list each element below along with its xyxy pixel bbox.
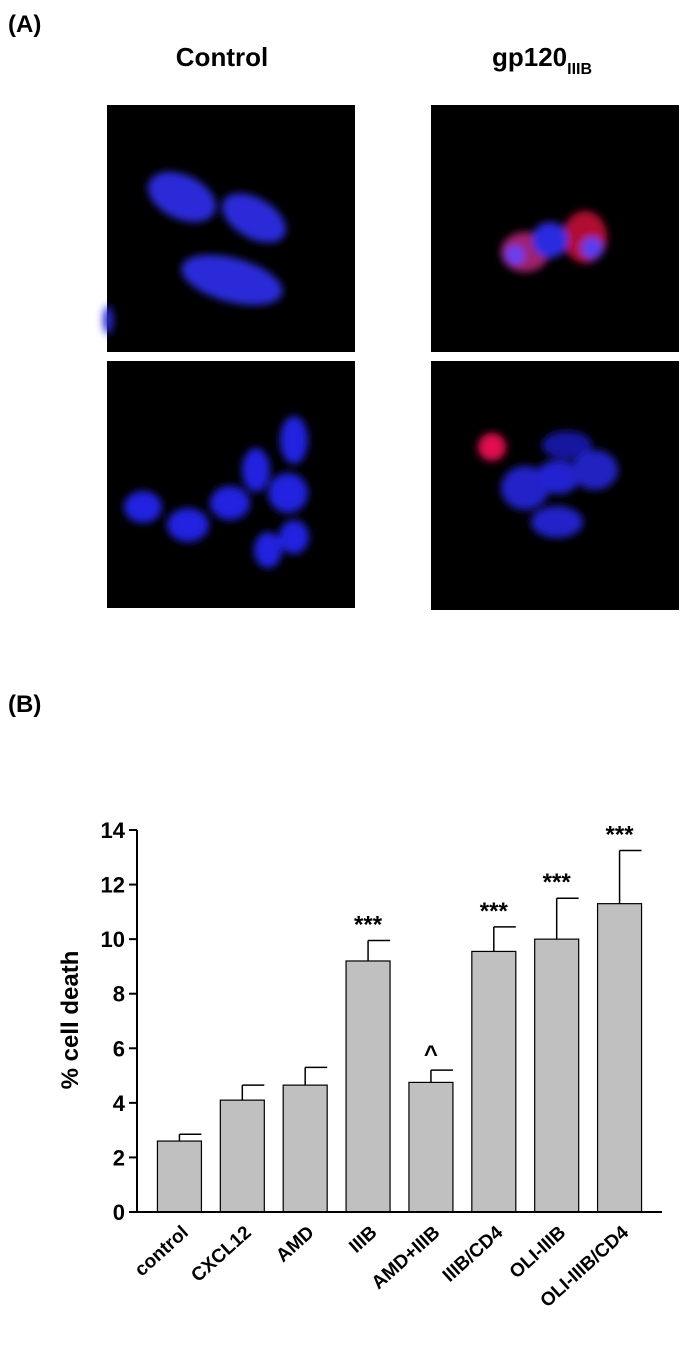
y-tick-label: 4 xyxy=(113,1091,126,1116)
x-tick-label: AMD xyxy=(272,1222,318,1267)
bar xyxy=(282,1084,328,1213)
significance-label: ^ xyxy=(424,1041,438,1068)
x-tick-label: AMD+IIIB xyxy=(368,1222,444,1294)
significance-label: *** xyxy=(480,898,509,925)
title-subscript: IIIB xyxy=(567,61,592,78)
column-title: Control xyxy=(176,42,268,72)
y-tick-label: 6 xyxy=(113,1036,125,1061)
y-tick-label: 8 xyxy=(113,982,125,1007)
significance-label: *** xyxy=(606,821,635,848)
x-tick-label: IIIB/CD4 xyxy=(439,1222,508,1287)
bar xyxy=(534,938,580,1213)
y-axis-label: % cell death xyxy=(57,951,84,1090)
y-tick-label: 10 xyxy=(101,927,125,952)
panel-label: (A) xyxy=(8,11,41,38)
y-tick-label: 0 xyxy=(113,1200,125,1225)
column-title: gp120IIIB xyxy=(492,42,592,78)
bar xyxy=(156,1140,203,1213)
micrograph xyxy=(107,361,355,608)
bar xyxy=(596,903,643,1213)
bar xyxy=(219,1099,265,1213)
title-main: gp120 xyxy=(492,42,567,72)
x-tick-label: IIIB xyxy=(345,1222,381,1257)
micrograph xyxy=(431,105,679,352)
x-tick-label: control xyxy=(131,1222,193,1281)
panel-label: (B) xyxy=(8,691,41,718)
y-tick-label: 14 xyxy=(101,818,126,843)
y-tick-label: 2 xyxy=(113,1145,125,1170)
x-tick-label: CXCL12 xyxy=(187,1222,255,1286)
bar xyxy=(408,1081,454,1213)
significance-label: *** xyxy=(543,869,572,896)
micrograph xyxy=(103,105,355,352)
bar xyxy=(471,950,517,1213)
y-tick-label: 12 xyxy=(101,873,125,898)
significance-label: *** xyxy=(354,912,383,939)
micrograph xyxy=(431,361,679,610)
bar xyxy=(345,960,391,1213)
